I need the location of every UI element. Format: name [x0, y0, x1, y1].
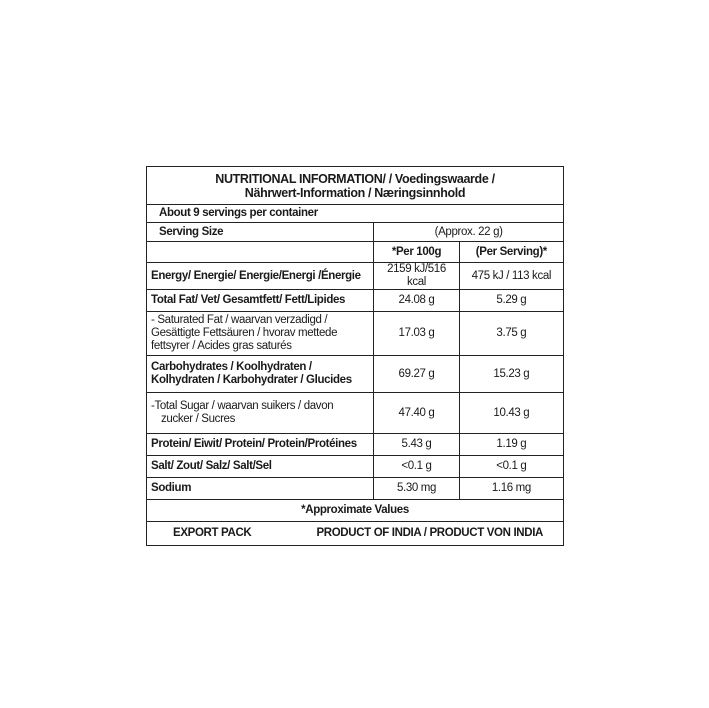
- label-line: Carbohydrates / Koolhydraten /: [151, 361, 312, 373]
- label-line: fettsyrer / Acides gras saturés: [151, 340, 292, 352]
- footnote: *Approximate Values: [146, 499, 564, 522]
- title-row: NUTRITIONAL INFORMATION/ / Voedingswaard…: [146, 166, 564, 205]
- product-origin: PRODUCT OF INDIA / PRODUCT VON INDIA: [316, 527, 543, 539]
- export-pack: EXPORT PACK: [173, 527, 252, 539]
- empty-header-cell: [145, 241, 375, 263]
- title-line-2: Nährwert-Information / Næringsinnhold: [244, 185, 466, 200]
- label-line: - Saturated Fat / waarvan verzadigd /: [151, 314, 328, 326]
- table-row: Carbohydrates / Koolhydraten / Kolhydrat…: [145, 355, 565, 393]
- per100-value: 17.03 g: [373, 311, 460, 356]
- per100-value: 47.40 g: [373, 392, 460, 434]
- per100-value: <0.1 g: [373, 455, 460, 478]
- per100-value: 2159 kJ/516 kcal: [373, 262, 460, 290]
- row-label: Sodium: [145, 477, 375, 500]
- serving-value: 15.23 g: [458, 355, 565, 393]
- row-label: Salt/ Zout/ Salz/ Salt/Sel: [145, 455, 375, 478]
- table-row: Sodium 5.30 mg 1.16 mg: [145, 477, 565, 500]
- label-line: Kolhydraten / Karbohydrater / Glucides: [151, 374, 352, 386]
- serving-value: 475 kJ / 113 kcal: [458, 262, 565, 290]
- per100-value: 5.30 mg: [373, 477, 460, 500]
- servings-row: About 9 servings per container: [146, 204, 564, 223]
- row-label: Energy/ Energie/ Energie/Energi /Énergie: [145, 262, 375, 290]
- nutrition-table: NUTRITIONAL INFORMATION/ / Voedingswaard…: [145, 166, 565, 546]
- serving-size-row: Serving Size (Approx. 22 g): [145, 222, 564, 242]
- serving-value: 1.19 g: [458, 433, 565, 456]
- row-label: - Saturated Fat / waarvan verzadigd / Ge…: [145, 311, 375, 356]
- label-line: -Total Sugar / waarvan suikers / davon: [151, 400, 334, 412]
- per100-value: 5.43 g: [373, 433, 460, 456]
- table-row: -Total Sugar / waarvan suikers / davon z…: [145, 392, 565, 434]
- table-title: NUTRITIONAL INFORMATION/ / Voedingswaard…: [146, 166, 564, 205]
- table-row: Total Fat/ Vet/ Gesamtfett/ Fett/Lipides…: [145, 289, 565, 312]
- header-per-100g: *Per 100g: [373, 241, 460, 263]
- per100-value: 24.08 g: [373, 289, 460, 312]
- table-row: Protein/ Eiwit/ Protein/ Protein/Protéin…: [145, 433, 565, 456]
- footnote-row: *Approximate Values: [146, 499, 564, 522]
- serving-value: 5.29 g: [458, 289, 565, 312]
- table-row: - Saturated Fat / waarvan verzadigd / Ge…: [145, 311, 565, 356]
- serving-value: 3.75 g: [458, 311, 565, 356]
- label-line: zucker / Sucres: [161, 413, 235, 425]
- per100-value: 69.27 g: [373, 355, 460, 393]
- serving-value: 1.16 mg: [458, 477, 565, 500]
- label-line: Gesättigte Fettsäuren / hvorav mettede: [151, 327, 338, 339]
- row-label: Protein/ Eiwit/ Protein/ Protein/Protéin…: [145, 433, 375, 456]
- row-label: Total Fat/ Vet/ Gesamtfett/ Fett/Lipides: [145, 289, 375, 312]
- title-line-1: NUTRITIONAL INFORMATION/ / Voedingswaard…: [215, 171, 495, 186]
- serving-value: <0.1 g: [458, 455, 565, 478]
- serving-size-value: (Approx. 22 g): [373, 222, 564, 242]
- row-label: -Total Sugar / waarvan suikers / davon z…: [145, 392, 375, 434]
- origin-cell: EXPORT PACK PRODUCT OF INDIA / PRODUCT V…: [146, 521, 564, 546]
- column-header-row: *Per 100g (Per Serving)*: [145, 241, 565, 263]
- serving-value: 10.43 g: [458, 392, 565, 434]
- header-per-serving: (Per Serving)*: [458, 241, 565, 263]
- table-row: Salt/ Zout/ Salz/ Salt/Sel <0.1 g <0.1 g: [145, 455, 565, 478]
- row-label: Carbohydrates / Koolhydraten / Kolhydrat…: [145, 355, 375, 393]
- serving-size-label: Serving Size: [145, 222, 375, 242]
- origin-row: EXPORT PACK PRODUCT OF INDIA / PRODUCT V…: [146, 521, 564, 546]
- servings-per-container: About 9 servings per container: [146, 204, 564, 223]
- table-row: Energy/ Energie/ Energie/Energi /Énergie…: [145, 262, 565, 290]
